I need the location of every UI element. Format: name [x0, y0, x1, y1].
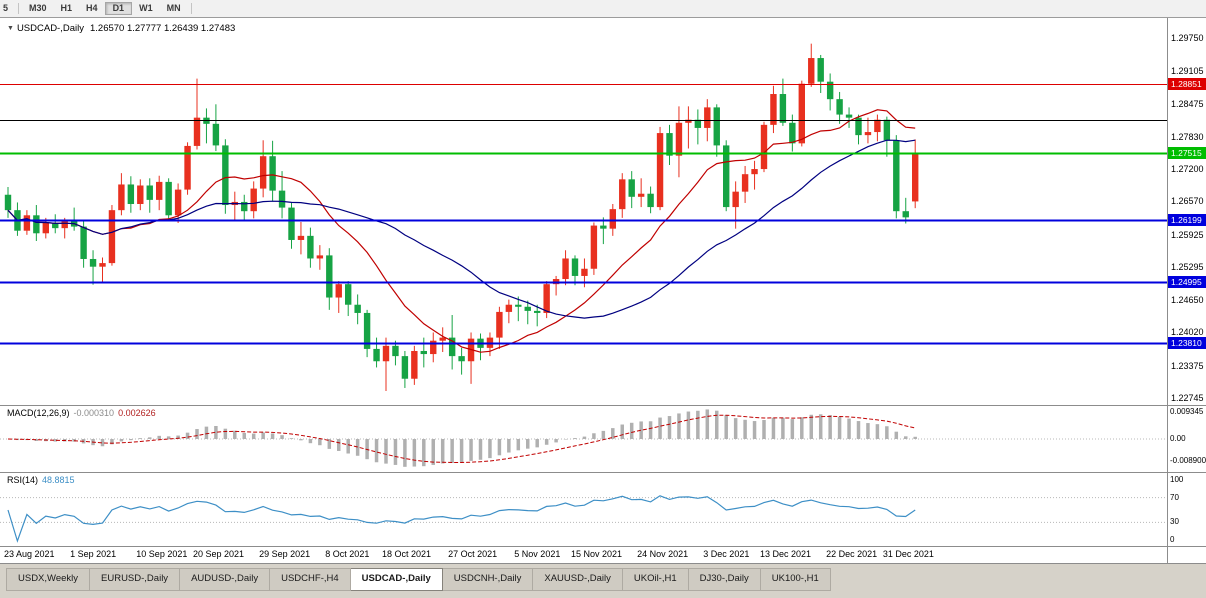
- timeframe-button-d1[interactable]: D1: [104, 2, 133, 15]
- price-line-badge: 1.26199: [1168, 214, 1206, 226]
- tab-usdchf-h4[interactable]: USDCHF-,H4: [270, 568, 351, 591]
- ma-13-line: [7, 109, 916, 353]
- timeframe-button-h4[interactable]: H4: [86, 3, 98, 13]
- price-line-badge: 1.27515: [1168, 147, 1206, 159]
- price-tick: 1.25295: [1171, 261, 1204, 272]
- tab-ukoil-h1[interactable]: UKOil-,H1: [622, 568, 689, 591]
- price-tick: 1.25925: [1171, 229, 1204, 240]
- chart-title: ▼ USDCAD-,Daily 1.26570 1.27777 1.26439 1.…: [7, 23, 235, 34]
- rsi-line: [7, 495, 916, 543]
- rsi-label: RSI(14): [7, 475, 39, 485]
- date-label: 8 Oct 2021: [325, 549, 370, 559]
- tab-usdcad-daily[interactable]: USDCAD-,Daily: [350, 568, 443, 591]
- time-axis[interactable]: 23 Aug 2021 1 Sep 2021 10 Sep 2021 20 Sep 2…: [0, 548, 1167, 563]
- rsi-axis-label: 30: [1170, 517, 1179, 526]
- candlestick-series: [4, 43, 919, 392]
- date-label: 15 Nov 2021: [571, 549, 623, 559]
- date-label: 20 Sep 2021: [193, 549, 245, 559]
- chart-symbol-period: USDCAD-,Daily: [16, 23, 84, 34]
- tab-dj30-daily[interactable]: DJ30-,Daily: [688, 568, 761, 591]
- macd-signal-line: [7, 414, 916, 463]
- price-axis[interactable]: 1.29750 1.29105 1.28475 1.27830 1.27200 1.265…: [1168, 0, 1206, 563]
- rsi-indicator-header: RSI(14) 48.8815: [7, 475, 75, 485]
- macd-main-value: -0.000310: [73, 408, 115, 418]
- macd-signal-value: 0.002626: [118, 408, 156, 418]
- rsi-axis-label: 0: [1170, 535, 1175, 544]
- timeframe-button-w1[interactable]: W1: [139, 3, 153, 13]
- axis-separator: [1167, 18, 1168, 563]
- date-label: 1 Sep 2021: [70, 549, 117, 559]
- price-tick: 1.27200: [1171, 164, 1204, 175]
- tab-eurusd-daily[interactable]: EURUSD-,Daily: [90, 568, 181, 591]
- collapse-arrow-icon[interactable]: ▼: [7, 25, 14, 32]
- price-tick: 1.29750: [1171, 33, 1204, 43]
- tab-audusd-daily[interactable]: AUDUSD-,Daily: [180, 568, 271, 591]
- date-label: 5 Nov 2021: [514, 549, 561, 559]
- date-label: 23 Aug 2021: [4, 549, 55, 559]
- macd-indicator-header: MACD(12,26,9) -0.000310 0.002626: [7, 408, 156, 418]
- chart-tab-bar: USDX,Weekly EURUSD-,Daily AUDUSD-,Daily USD…: [0, 564, 1206, 598]
- panel-separator[interactable]: [0, 472, 1206, 473]
- toolbar-separator: [190, 3, 192, 15]
- price-tick: 1.27830: [1171, 131, 1204, 142]
- price-tick: 1.26570: [1171, 196, 1204, 207]
- price-tick: 1.29105: [1171, 66, 1204, 77]
- toolbar-separator: [18, 3, 20, 15]
- date-label: 27 Oct 2021: [448, 549, 498, 559]
- tab-usdcnh-daily[interactable]: USDCNH-,Daily: [442, 568, 534, 591]
- date-label: 10 Sep 2021: [136, 549, 188, 559]
- price-tick: 1.23375: [1171, 360, 1204, 371]
- price-tick: 1.22745: [1171, 393, 1204, 403]
- rsi-value: 48.8815: [42, 475, 75, 485]
- window-bottom-border: [0, 563, 1206, 564]
- timeframe-button-m30[interactable]: M30: [29, 3, 47, 13]
- chart-ohlc-readout: 1.26570 1.27777 1.26439 1.27483: [89, 23, 236, 34]
- timeframe-button-mn[interactable]: MN: [166, 3, 181, 13]
- macd-label: MACD(12,26,9): [7, 408, 70, 418]
- panel-separator[interactable]: [0, 405, 1206, 406]
- price-line-badge: 1.28851: [1168, 78, 1206, 90]
- price-tick: 1.24650: [1171, 295, 1204, 306]
- date-label: 22 Dec 2021: [826, 549, 878, 559]
- panel-separator[interactable]: [0, 546, 1206, 547]
- ma-30-line: [7, 139, 916, 319]
- date-label: 13 Dec 2021: [760, 549, 812, 559]
- macd-histogram: [15, 409, 917, 467]
- date-label: 24 Nov 2021: [637, 549, 689, 559]
- rsi-axis-label: 70: [1170, 493, 1179, 502]
- date-label: 3 Dec 2021: [703, 549, 750, 559]
- tab-uk100-h1[interactable]: UK100-,H1: [760, 568, 831, 591]
- price-line-badge: 1.23810: [1168, 337, 1206, 349]
- timeframe-button-5[interactable]: 5: [3, 3, 9, 13]
- macd-axis-label: -0.008900: [1170, 456, 1206, 465]
- price-tick: 1.28475: [1171, 98, 1204, 109]
- tab-xauusd-daily[interactable]: XAUUSD-,Daily: [533, 568, 623, 591]
- price-line-badge: 1.24995: [1168, 276, 1206, 288]
- macd-axis-label: 0.009345: [1170, 407, 1204, 416]
- timeframe-toolbar: 5 M30 H1 H4 D1 W1 MN: [0, 0, 1206, 18]
- date-label: 29 Sep 2021: [259, 549, 311, 559]
- tab-usdx-weekly[interactable]: USDX,Weekly: [6, 568, 91, 591]
- date-label: 18 Oct 2021: [382, 549, 432, 559]
- rsi-axis-label: 100: [1170, 475, 1184, 484]
- timeframe-button-h1[interactable]: H1: [60, 3, 73, 13]
- date-label: 31 Dec 2021: [882, 549, 934, 559]
- chart-canvas[interactable]: [0, 0, 1206, 563]
- macd-axis-label: 0.00: [1170, 434, 1186, 443]
- price-tick: 1.24020: [1171, 327, 1204, 338]
